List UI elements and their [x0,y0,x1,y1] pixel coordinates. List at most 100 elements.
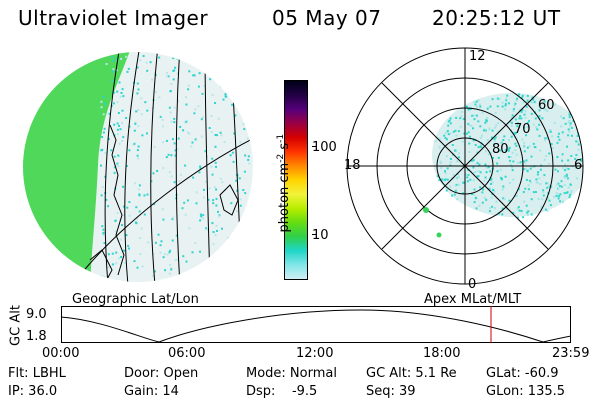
aurora-speckle [218,215,221,218]
aurora-speckle [125,165,128,167]
oval-speckle [479,137,482,140]
oval-speckle [584,160,586,162]
oval-speckle [463,132,466,135]
aurora-speckle [104,152,107,154]
aurora-speckle [133,129,136,132]
oval-speckle [531,96,534,99]
oval-speckle [549,130,552,133]
oval-speckle [493,139,496,142]
oval-speckle [521,108,524,111]
oval-speckle [497,156,500,159]
aurora-speckle [236,189,239,192]
geographic-image-panel [23,52,253,282]
aurora-speckle [112,70,115,73]
oval-speckle [476,105,479,108]
aurora-speckle [117,112,120,114]
aurora-speckle [212,199,215,202]
oval-speckle [511,151,514,154]
oval-speckle [561,159,564,162]
aurora-speckle [141,265,144,268]
aurora-speckle [216,261,219,264]
oval-speckle [452,130,455,133]
aurora-speckle [120,256,123,258]
oval-speckle [494,111,497,114]
aurora-speckle [211,222,214,225]
oval-speckle [567,128,570,131]
aurora-speckle [125,117,128,119]
oval-speckle [540,205,543,208]
oval-speckle [449,157,452,160]
oval-speckle [454,129,457,132]
oval-speckle [455,134,458,137]
aurora-speckle [240,246,243,249]
oval-speckle [543,100,546,103]
aurora-speckle [201,116,204,119]
oval-speckle [570,126,573,129]
oval-speckle [499,141,502,144]
aurora-speckle [113,155,116,158]
aurora-speckle [100,106,103,109]
aurora-speckle [194,241,197,244]
aurora-speckle [102,96,105,99]
gain-info: Gain: 14 [124,384,179,399]
aurora-speckle [116,212,119,214]
oval-speckle [466,180,469,183]
aurora-speckle [171,138,174,141]
aurora-speckle [139,253,142,255]
oval-speckle [561,153,564,156]
aurora-speckle [239,204,242,207]
aurora-speckle [102,131,105,134]
aurora-speckle [202,217,204,220]
oval-speckle [483,129,485,132]
oval-speckle [538,105,541,108]
oval-speckle [542,194,545,197]
oval-speckle [467,123,470,126]
aurora-speckle [133,260,136,263]
oval-speckle [504,108,507,111]
oval-speckle [489,170,492,173]
oval-speckle [536,173,539,176]
aurora-speckle [208,187,211,190]
oval-speckle [576,177,579,180]
oval-speckle [463,181,466,184]
aurora-speckle [246,137,249,140]
oval-speckle [585,178,587,180]
aurora-speckle [100,100,103,103]
oval-speckle [474,170,477,173]
aurora-speckle [134,122,137,125]
oval-speckle [501,213,504,216]
oval-speckle [443,179,446,182]
aurora-speckle [113,166,116,169]
aurora-speckle [146,132,148,135]
aurora-speckle [191,251,194,254]
oval-speckle [526,170,529,173]
oval-speckle [466,132,468,135]
oval-speckle [491,205,494,208]
oval-speckle [504,104,507,107]
oval-speckle [484,176,487,179]
oval-speckle [558,195,561,198]
oval-speckle [538,103,541,106]
aurora-speckle [212,231,215,233]
oval-speckle [453,193,456,196]
orbit-ytick-top: 9.0 [26,307,47,322]
oval-speckle [538,123,541,126]
aurora-speckle [125,234,128,237]
aurora-speckle [123,249,125,252]
aurora-speckle [222,98,225,101]
oval-speckle [457,130,460,133]
aurora-speckle [214,102,217,104]
aurora-speckle [205,227,208,230]
oval-speckle [543,158,546,161]
oval-speckle [530,112,533,115]
aurora-speckle [210,165,213,168]
aurora-speckle [161,125,164,128]
oval-speckle [525,159,528,162]
aurora-speckle [172,69,175,72]
oval-speckle [553,121,556,124]
oval-speckle [529,100,532,103]
aurora-speckle [104,175,107,178]
aurora-speckle [111,252,114,255]
oval-speckle [481,201,484,204]
oval-speckle [476,162,479,165]
